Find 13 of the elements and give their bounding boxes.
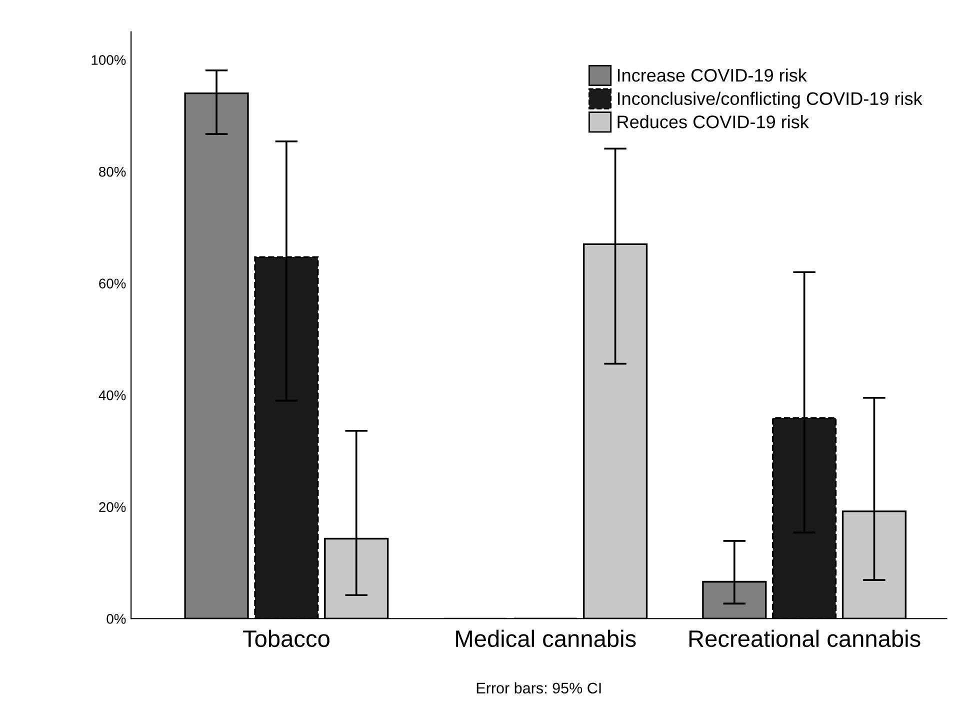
y-tick-label: 80% xyxy=(99,166,126,177)
y-tick-label: 0% xyxy=(106,614,126,624)
y-tick-label: 40% xyxy=(98,390,126,400)
legend-label: Increase COVID-19 risk xyxy=(618,68,807,82)
y-tick-label: 20% xyxy=(99,502,126,512)
legend-label: Inconclusive/conflicting COVID-19 risk xyxy=(618,92,922,109)
x-tick-label: Medical cannabis xyxy=(456,630,636,648)
x-axis-title: Error bars: 95% CI xyxy=(476,682,601,694)
x-tick-label: Recreational cannabis xyxy=(689,630,920,648)
legend-label: Reduces COVID-19 risk xyxy=(618,115,809,128)
y-tick-label: 60% xyxy=(99,278,126,288)
x-tick-label: Tobacco xyxy=(243,630,330,648)
y-tick-label: 100% xyxy=(92,55,126,65)
